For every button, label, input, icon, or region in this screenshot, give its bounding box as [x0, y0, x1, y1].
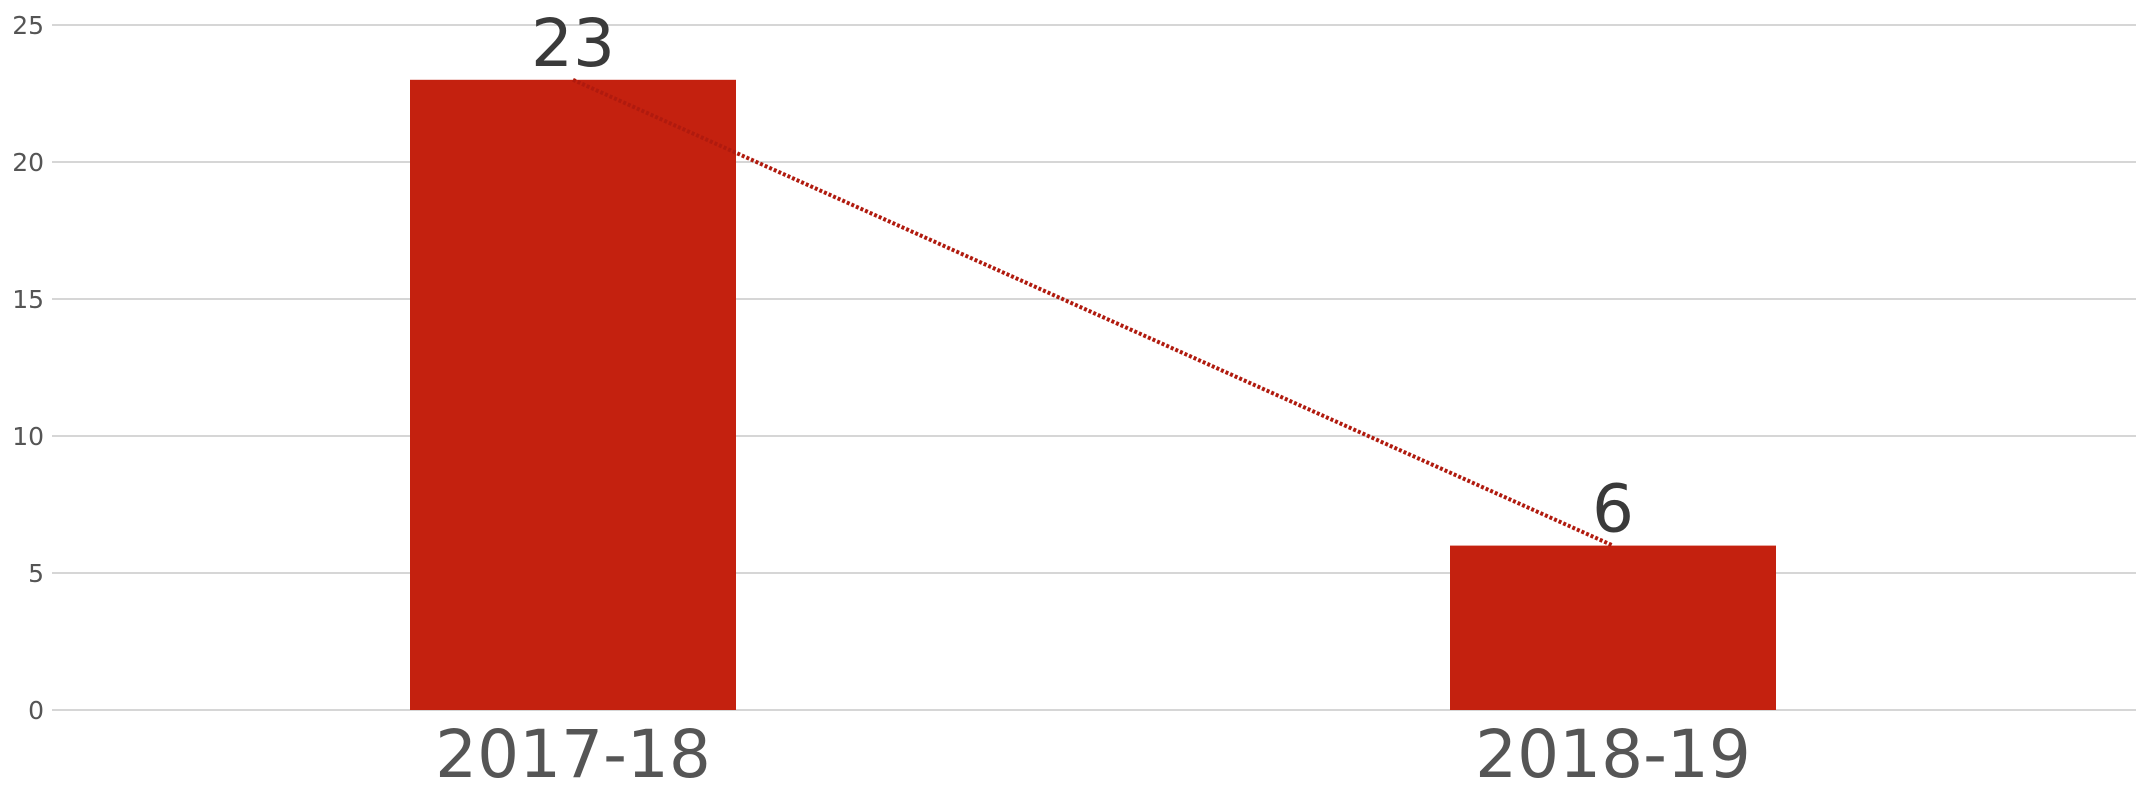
- y-tick-label-0: 0: [28, 696, 44, 725]
- y-tick-label-20: 20: [12, 148, 44, 177]
- x-tick-label-2017-18: 2017-18: [435, 716, 711, 785]
- y-tick-label-25: 25: [12, 11, 44, 40]
- x-tick-label-2018-19: 2018-19: [1475, 716, 1751, 785]
- bar-2017-18: [410, 79, 736, 711]
- bar-layer: [410, 79, 1776, 711]
- label-layer: 0 5 10 15 20 25 23 2017-18 6 2018-19: [12, 5, 1751, 789]
- data-label-2017-18: 23: [531, 5, 615, 82]
- grid-layer: [52, 24, 2136, 711]
- y-tick-label-10: 10: [12, 422, 44, 451]
- y-tick-label-5: 5: [28, 559, 44, 588]
- bar-2018-19: [1450, 545, 1776, 710]
- y-tick-label-15: 15: [12, 285, 44, 314]
- data-label-2018-19: 6: [1592, 471, 1634, 548]
